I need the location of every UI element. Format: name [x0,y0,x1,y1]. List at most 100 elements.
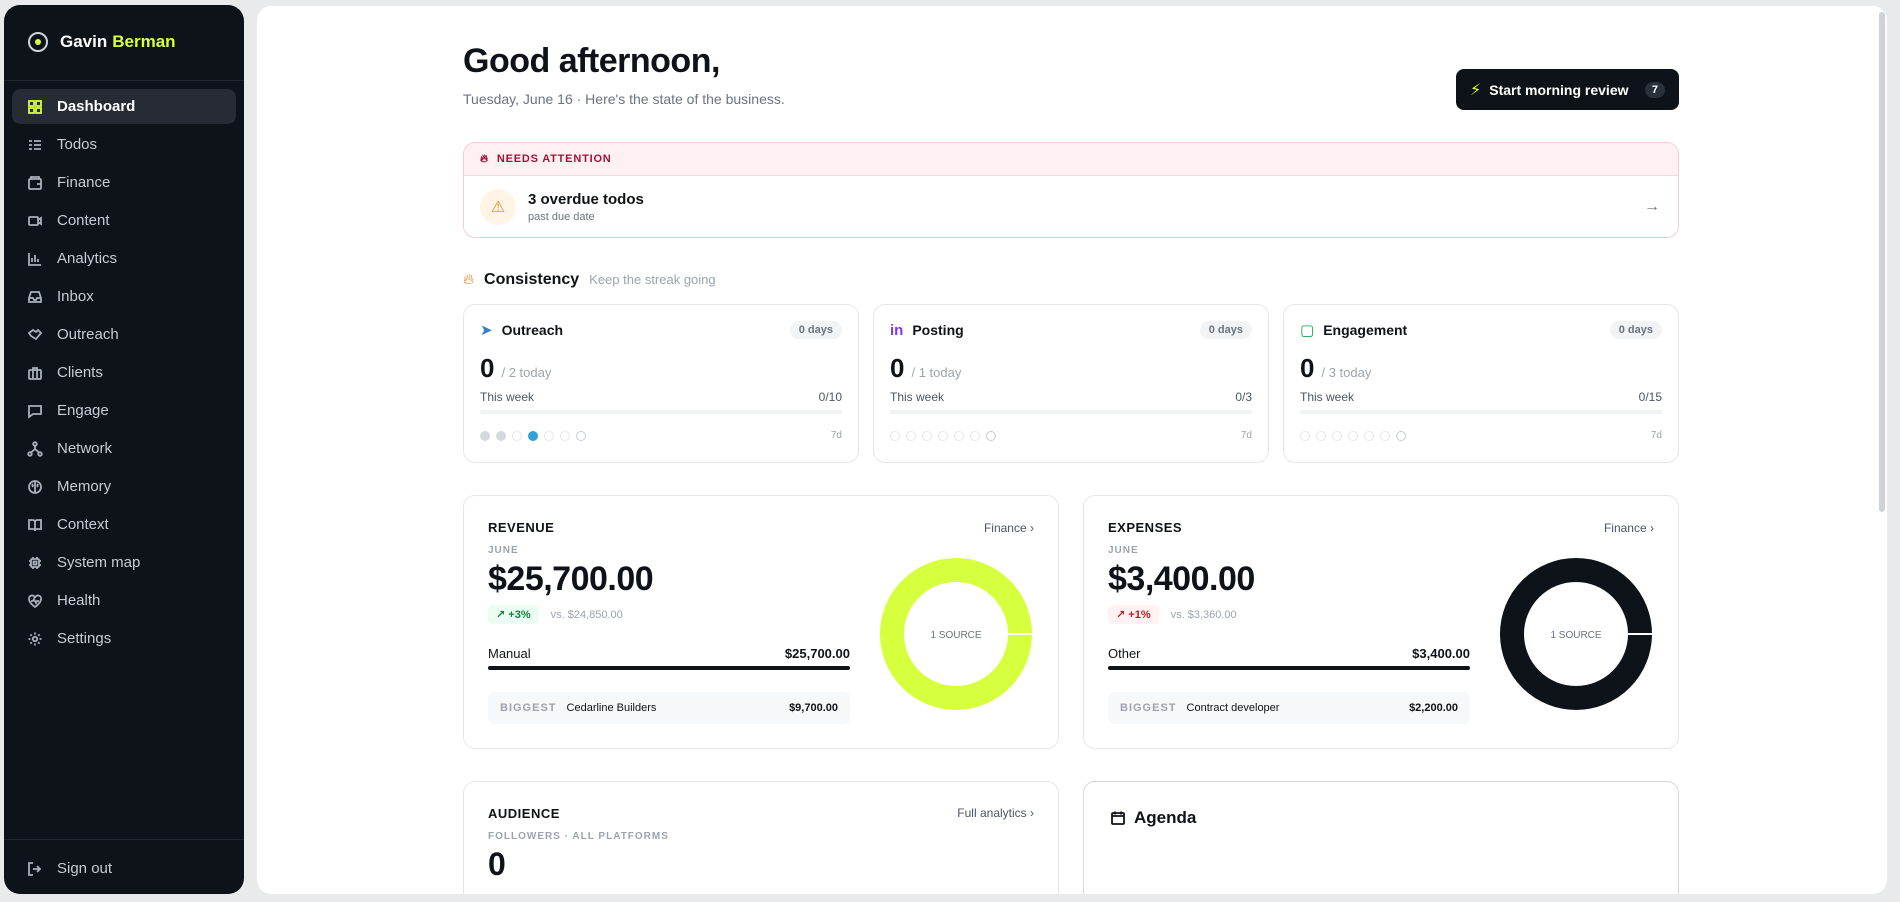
expenses-finance-link[interactable]: Finance › [1603,520,1654,535]
streak-card-engagement[interactable]: ▢ Engagement 0 days 0 / 3 today This week… [1283,304,1679,463]
expenses-biggest-name: Contract developer [1186,702,1280,714]
day-dot [512,430,522,441]
sign-out-button[interactable]: Sign out [27,860,112,877]
day-dot [938,430,948,441]
streak-count: 0 [480,353,495,383]
expenses-category-bar [1108,666,1470,670]
streak-name: Outreach [501,322,564,338]
sidebar-item-health[interactable]: Health [12,583,236,618]
streak-name: Engagement [1323,322,1408,338]
needs-attention-label: NEEDS ATTENTION [496,153,612,165]
brand-first-name: Gavin [60,32,108,51]
agenda-card: Agenda [1083,781,1679,894]
flame-icon: 🔥︎ [480,152,489,165]
consistency-header: 🔥︎ Consistency Keep the streak going [463,271,716,289]
day-dot [496,430,506,441]
cpu-icon [29,556,41,569]
audience-followers-count: 0 [488,846,506,882]
sidebar-item-label: Clients [57,364,103,381]
overdue-todos-row[interactable]: ⚠ 3 overdue todos past due date → [464,176,1678,237]
overdue-subtitle: past due date [528,211,595,223]
arrow-right-icon: → [1644,198,1660,215]
day-dot [544,430,554,441]
expenses-category-value: $3,400.00 [1412,646,1470,661]
sidebar-item-clients[interactable]: Clients [12,355,236,390]
linkedin-icon: in [890,321,904,339]
day-dot [906,430,916,441]
sidebar-item-network[interactable]: Network [12,431,236,466]
revenue-compare: vs. $24,850.00 [550,608,623,621]
briefcase-icon [28,366,42,380]
audience-card: AUDIENCE Full analytics › FOLLOWERS · AL… [463,781,1059,894]
streak-card-posting[interactable]: in Posting 0 days 0 / 1 today This week 0/… [873,304,1269,463]
sidebar-item-finance[interactable]: Finance [12,165,236,200]
audience-label: FOLLOWERS · ALL PLATFORMS [488,831,669,842]
streak-target: / 1 today [911,365,962,380]
main-panel: Good afternoon, Tuesday, June 16 · Here'… [257,6,1887,894]
week-label: This week [890,390,945,404]
sidebar-item-label: Todos [57,136,98,153]
video-icon [28,215,42,226]
full-analytics-link[interactable]: Full analytics › [957,806,1034,820]
day-dot [1316,430,1326,441]
sidebar-item-outreach[interactable]: Outreach [12,317,236,352]
audience-title: AUDIENCE [488,806,560,821]
start-morning-review-button[interactable]: ⚡ Start morning review 7 [1456,69,1679,110]
day-dot [922,430,932,441]
sidebar-item-context[interactable]: Context [12,507,236,542]
message-square-icon [28,404,42,419]
sidebar-item-label: Network [57,440,113,457]
sidebar-divider [4,80,244,81]
brand[interactable]: Gavin Berman [28,32,176,52]
message-icon: ▢ [1300,322,1315,339]
brand-last-name: Berman [112,32,176,51]
bar-chart-icon [28,252,41,266]
day-dot [560,430,570,441]
revenue-category-value: $25,700.00 [784,646,850,661]
sidebar-item-label: Finance [57,174,111,191]
brain-icon [28,479,42,494]
heart-pulse-icon [28,594,42,608]
sidebar-item-inbox[interactable]: Inbox [12,279,236,314]
streak-card-outreach[interactable]: ➤ Outreach 0 days 0 / 2 today This week 0/… [463,304,859,463]
week-value: 0/10 [818,390,842,404]
sidebar-item-engage[interactable]: Engage [12,393,236,428]
list-check-icon [29,139,41,150]
sidebar-item-label: Dashboard [57,98,136,115]
day-dot [480,430,490,441]
streak-days-badge: 0 days [789,321,842,339]
expenses-delta-badge: ↗ +1% [1108,605,1159,624]
expenses-amount: $3,400.00 [1108,560,1255,598]
week-value: 0/15 [1638,390,1662,404]
expenses-donut-label: 1 SOURCE [1550,630,1601,641]
day-dot [1380,430,1390,441]
streak-count: 0 [1300,353,1315,383]
day-dots: 7d [1300,430,1662,441]
grid-icon [28,99,42,114]
week-value: 0/3 [1235,390,1252,404]
revenue-finance-link[interactable]: Finance › [983,520,1034,535]
sidebar-item-dashboard[interactable]: Dashboard [12,89,236,124]
sidebar-item-settings[interactable]: Settings [12,621,236,656]
flame-icon: 🔥︎ [463,271,475,288]
revenue-amount: $25,700.00 [488,560,654,598]
review-button-label: Start morning review [1489,81,1629,98]
revenue-delta-badge: ↗ +3% [488,605,539,624]
sidebar-item-label: Health [57,592,101,609]
sidebar-item-todos[interactable]: Todos [12,127,236,162]
sidebar-item-content[interactable]: Content [12,203,236,238]
period-label: 7d [1240,430,1252,441]
handshake-icon [27,328,43,340]
revenue-month: JUNE [488,545,519,556]
revenue-title: REVENUE [488,520,555,535]
sidebar-item-analytics[interactable]: Analytics [12,241,236,276]
scrollbar[interactable] [1879,12,1885,512]
sidebar: Gavin Berman Dashboard Todos Finance Cont… [4,5,244,894]
sidebar-item-label: Content [57,212,110,229]
day-dot [528,430,538,441]
sidebar-item-memory[interactable]: Memory [12,469,236,504]
sidebar-item-label: Settings [57,630,112,647]
sidebar-item-system-map[interactable]: System map [12,545,236,580]
week-progress-bar [480,410,842,414]
sidebar-item-label: Memory [57,478,112,495]
